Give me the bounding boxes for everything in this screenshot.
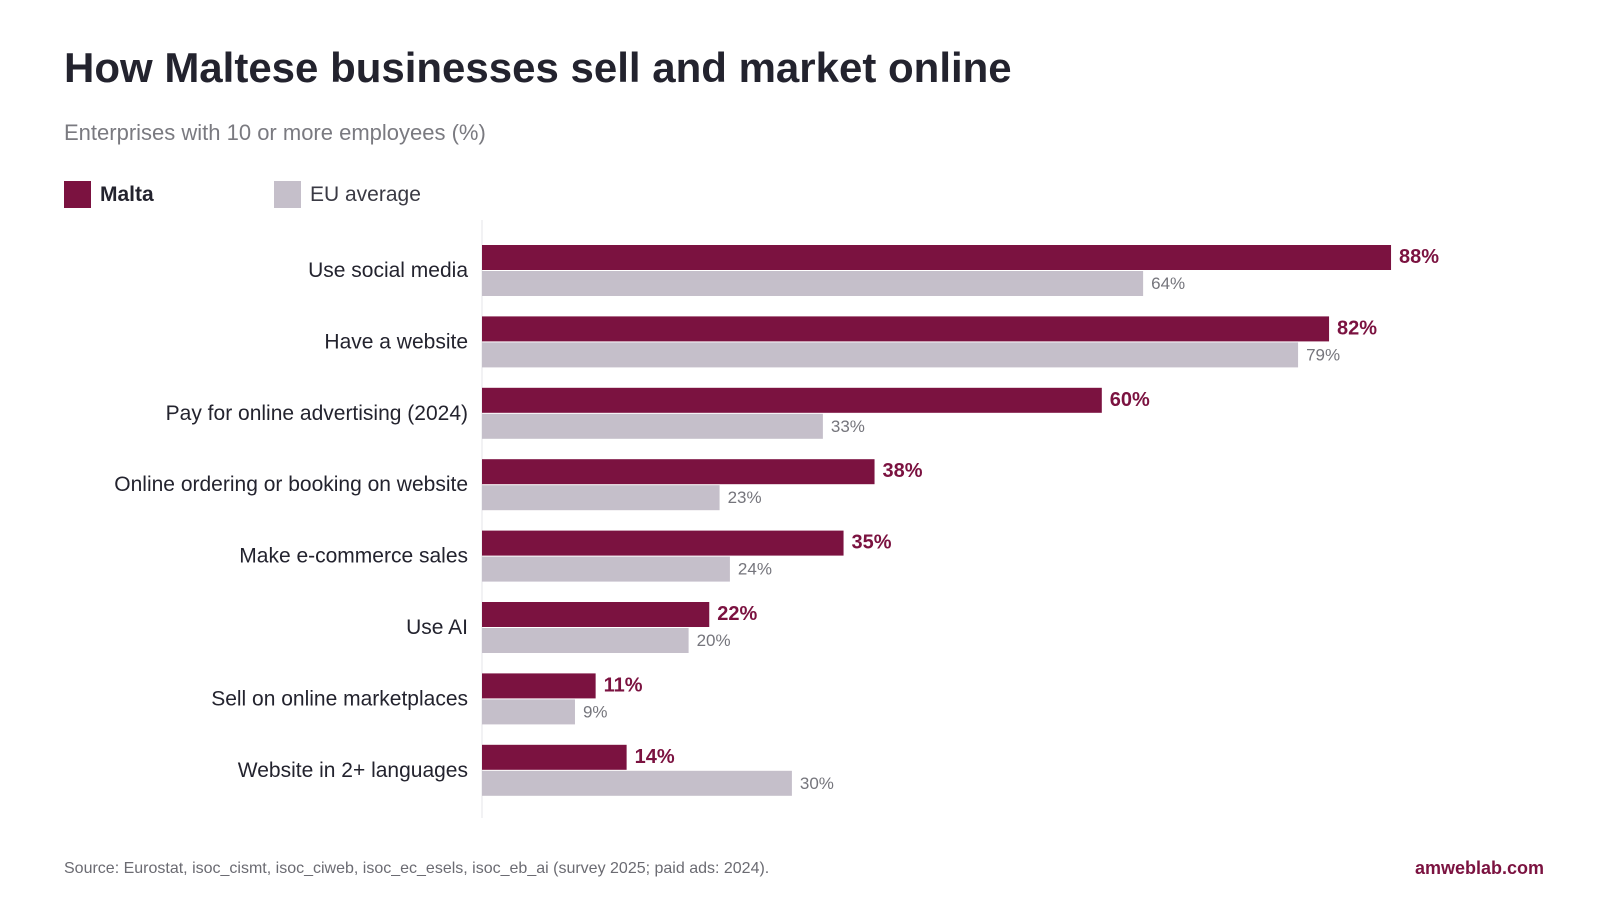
- data-label-eu: 33%: [831, 417, 865, 436]
- legend-swatch-malta: [64, 181, 91, 208]
- bar-group: Sell on online marketplaces 11% 9%: [211, 673, 643, 725]
- bar-eu: [482, 413, 823, 439]
- category-label: Use AI: [406, 616, 468, 639]
- data-label-eu: 20%: [697, 631, 731, 650]
- data-label-malta: 60%: [1110, 389, 1150, 411]
- legend-item-eu: EU average: [274, 181, 421, 208]
- bar-group: Online ordering or booking on website 38%…: [114, 459, 923, 511]
- bar-malta: [482, 744, 627, 770]
- bar-malta: [482, 316, 1330, 342]
- legend-swatch-eu: [274, 181, 301, 208]
- bar-malta: [482, 387, 1102, 413]
- legend-item-malta: Malta: [64, 181, 154, 208]
- data-label-malta: 14%: [635, 746, 675, 768]
- bar-eu: [482, 556, 730, 582]
- data-label-eu: 79%: [1306, 345, 1340, 364]
- bar-group: Use social media 88% 64%: [308, 245, 1439, 296]
- bar-group: Website in 2+ languages 14% 30%: [238, 744, 834, 796]
- bar-malta: [482, 530, 844, 556]
- bar-eu: [482, 628, 689, 653]
- data-label-malta: 88%: [1399, 246, 1439, 268]
- bar-eu: [482, 485, 720, 511]
- bar-eu: [482, 271, 1144, 296]
- legend-label-eu: EU average: [310, 182, 421, 206]
- brand-link[interactable]: amweblab.com: [1414, 858, 1544, 878]
- bar-group: Use AI 22% 20%: [406, 602, 758, 653]
- data-label-malta: 38%: [883, 460, 923, 482]
- data-label-eu: 23%: [728, 488, 762, 507]
- category-label: Pay for online advertising (2024): [166, 402, 468, 425]
- chart-title: How Maltese businesses sell and market o…: [64, 44, 1012, 91]
- data-label-eu: 30%: [800, 774, 834, 793]
- chart-subtitle: Enterprises with 10 or more employees (%…: [64, 120, 486, 145]
- category-label: Use social media: [308, 259, 468, 282]
- bar-malta: [482, 459, 875, 485]
- bar-malta: [482, 673, 596, 699]
- data-label-malta: 82%: [1337, 317, 1377, 339]
- bar-eu: [482, 770, 792, 796]
- data-label-malta: 11%: [604, 674, 643, 696]
- bar-eu: [482, 699, 575, 725]
- data-label-eu: 24%: [738, 560, 772, 579]
- bar-malta: [482, 245, 1392, 270]
- category-label: Make e-commerce sales: [239, 545, 468, 568]
- data-label-eu: 64%: [1151, 274, 1185, 293]
- bar-eu: [482, 342, 1299, 368]
- legend-label-malta: Malta: [100, 182, 154, 206]
- data-label-malta: 35%: [852, 532, 892, 554]
- data-label-eu: 9%: [583, 702, 608, 721]
- bar-group: Pay for online advertising (2024) 60% 33%: [166, 387, 1150, 439]
- bar-malta: [482, 602, 710, 627]
- data-label-malta: 22%: [717, 603, 757, 625]
- category-label: Online ordering or booking on website: [114, 473, 468, 496]
- bar-group: Have a website 82% 79%: [324, 316, 1377, 368]
- category-label: Website in 2+ languages: [238, 759, 468, 782]
- category-label: Have a website: [324, 330, 468, 353]
- category-label: Sell on online marketplaces: [211, 687, 468, 710]
- bar-group: Make e-commerce sales 35% 24%: [239, 530, 892, 582]
- source-note: Source: Eurostat, isoc_cismt, isoc_ciweb…: [64, 860, 770, 877]
